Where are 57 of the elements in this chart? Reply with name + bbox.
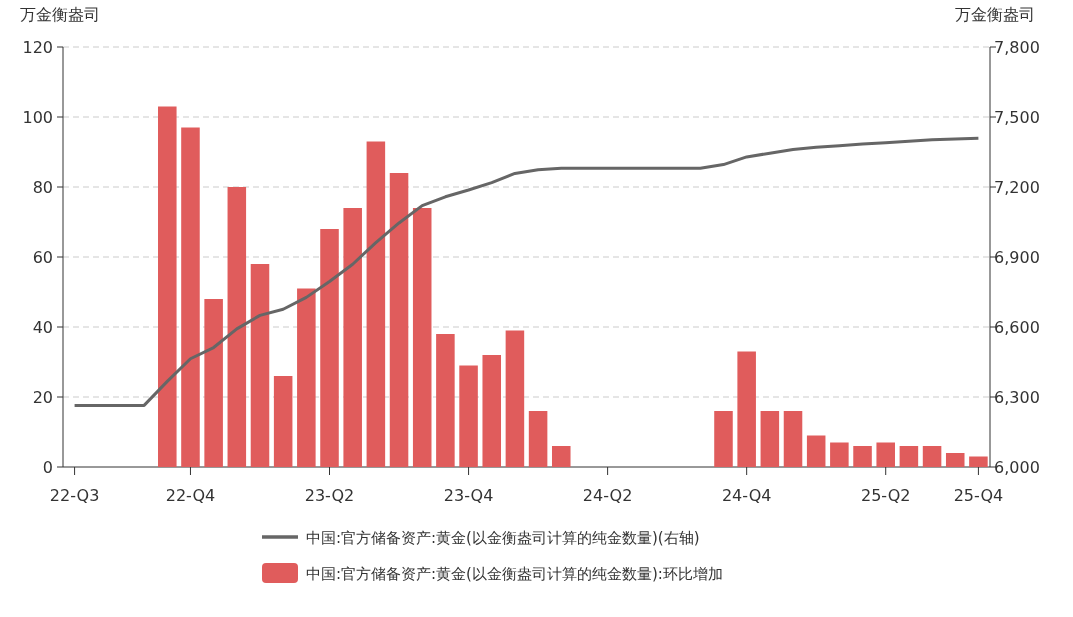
bar [737, 351, 756, 467]
bar [389, 173, 409, 467]
bar [830, 442, 849, 467]
bar [806, 435, 826, 467]
y2-tick-label: 6,300 [994, 388, 1040, 407]
y2-tick-label: 6,000 [994, 458, 1040, 477]
bar [922, 446, 942, 467]
bar [158, 106, 177, 467]
legend-label: 中国:官方储备资产:黄金(以金衡盎司计算的纯金数量)(右轴) [306, 529, 700, 547]
bar [899, 446, 919, 467]
bar [181, 127, 200, 467]
bar [436, 334, 455, 467]
bar [343, 208, 362, 467]
bar [250, 264, 270, 467]
y-axis-title: 万金衡盎司 [20, 5, 100, 24]
bar [412, 208, 432, 467]
bar [551, 446, 571, 467]
bar [204, 299, 223, 467]
y2-tick-label: 7,800 [994, 38, 1040, 57]
x-tick-label: 22-Q4 [165, 486, 216, 505]
x-tick-label: 24-Q4 [721, 486, 772, 505]
bar [945, 453, 965, 467]
bar [760, 411, 780, 467]
x-tick-label: 22-Q3 [49, 486, 100, 505]
x-tick-label: 24-Q2 [582, 486, 633, 505]
bar [227, 187, 247, 467]
bar [505, 330, 525, 467]
bar [273, 376, 293, 467]
bar [853, 446, 872, 467]
bar [482, 355, 502, 467]
bar [783, 411, 803, 467]
bar [876, 442, 895, 467]
line-series [73, 136, 980, 407]
y2-tick-label: 7,500 [994, 108, 1040, 127]
bar [297, 288, 316, 467]
y-tick-label: 80 [32, 178, 53, 197]
x-tick-label: 23-Q4 [443, 486, 494, 505]
y-tick-label: 20 [32, 388, 53, 407]
bar [969, 456, 988, 467]
y-tick-label: 100 [22, 108, 53, 127]
bar [528, 411, 548, 467]
y2-tick-label: 7,200 [994, 178, 1040, 197]
y-tick-label: 120 [22, 38, 53, 57]
y2-axis-title: 万金衡盎司 [955, 5, 1035, 24]
legend-label: 中国:官方储备资产:黄金(以金衡盎司计算的纯金数量):环比增加 [306, 565, 723, 583]
bar [366, 141, 386, 467]
x-tick-label: 25-Q2 [860, 486, 911, 505]
bar [320, 229, 339, 467]
bar [459, 365, 478, 467]
y-tick-label: 60 [32, 248, 53, 267]
y-tick-label: 40 [32, 318, 53, 337]
y2-tick-label: 6,900 [994, 248, 1040, 267]
y2-tick-label: 6,600 [994, 318, 1040, 337]
bar [714, 411, 733, 467]
x-tick-label: 23-Q2 [304, 486, 355, 505]
x-tick-label: 25-Q4 [953, 486, 1004, 505]
y-tick-label: 0 [42, 458, 53, 477]
